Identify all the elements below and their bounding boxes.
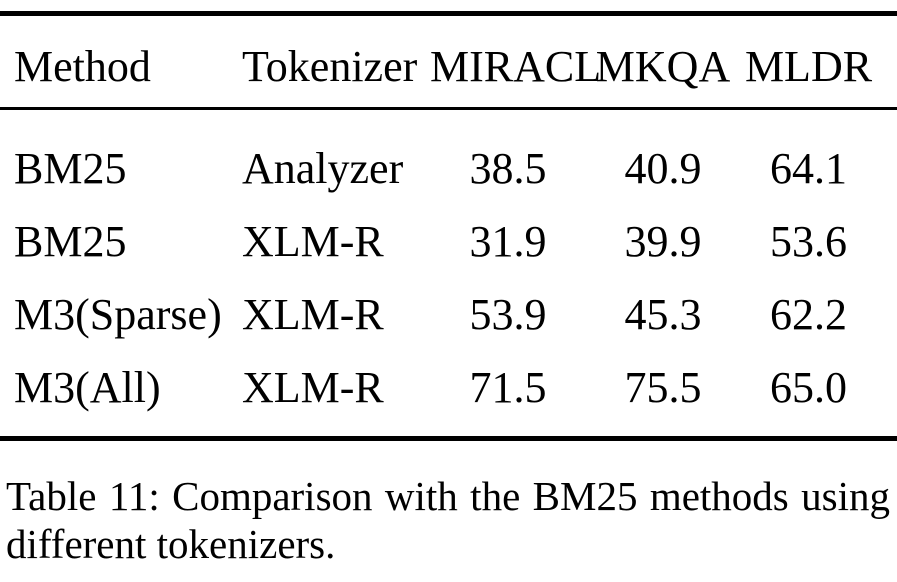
table-row: M3(Sparse) XLM-R 53.9 45.3 62.2 — [0, 278, 897, 351]
cell-mldr: 53.6 — [770, 216, 847, 266]
table-top-rule — [0, 11, 897, 16]
cell-tokenizer: XLM-R — [242, 362, 384, 412]
table-row: BM25 Analyzer 38.5 40.9 64.1 — [0, 132, 897, 205]
col-header-mkqa: MKQA — [595, 41, 731, 91]
col-header-miracl: MIRACL — [430, 41, 602, 91]
table-row: BM25 XLM-R 31.9 39.9 53.6 — [0, 205, 897, 278]
cell-method: BM25 — [14, 216, 127, 266]
cell-miracl: 53.9 — [469, 289, 547, 339]
table-row: M3(All) XLM-R 71.5 75.5 65.0 — [0, 351, 897, 424]
table-body: BM25 Analyzer 38.5 40.9 64.1 BM25 XLM-R … — [0, 110, 897, 436]
col-header-method: Method — [14, 41, 151, 91]
cell-mldr: 65.0 — [770, 362, 847, 412]
cell-tokenizer: Analyzer — [242, 143, 404, 193]
cell-mkqa: 40.9 — [624, 143, 702, 193]
cell-mkqa: 75.5 — [624, 362, 702, 412]
cell-miracl: 38.5 — [469, 143, 547, 193]
caption-line-1: Table 11: Comparison with the BM25 metho… — [6, 473, 890, 519]
cell-method: BM25 — [14, 143, 127, 193]
table-header-row: Method Tokenizer MIRACL MKQA MLDR — [0, 16, 897, 107]
cell-miracl: 71.5 — [469, 362, 547, 412]
table-caption: Table 11: Comparison with the BM25 metho… — [0, 472, 897, 568]
cell-tokenizer: XLM-R — [242, 289, 384, 339]
col-header-mldr: MLDR — [744, 41, 873, 91]
caption-line-2: different tokenizers. — [6, 521, 336, 567]
table-bottom-rule — [0, 436, 897, 441]
cell-method: M3(Sparse) — [14, 289, 222, 339]
cell-mkqa: 45.3 — [624, 289, 702, 339]
col-header-tokenizer: Tokenizer — [242, 41, 418, 91]
cell-miracl: 31.9 — [469, 216, 547, 266]
cell-mldr: 64.1 — [770, 143, 847, 193]
cell-mkqa: 39.9 — [624, 216, 702, 266]
cell-tokenizer: XLM-R — [242, 216, 384, 266]
cell-method: M3(All) — [14, 362, 161, 412]
table-header-rule — [0, 107, 897, 110]
cell-mldr: 62.2 — [770, 289, 847, 339]
